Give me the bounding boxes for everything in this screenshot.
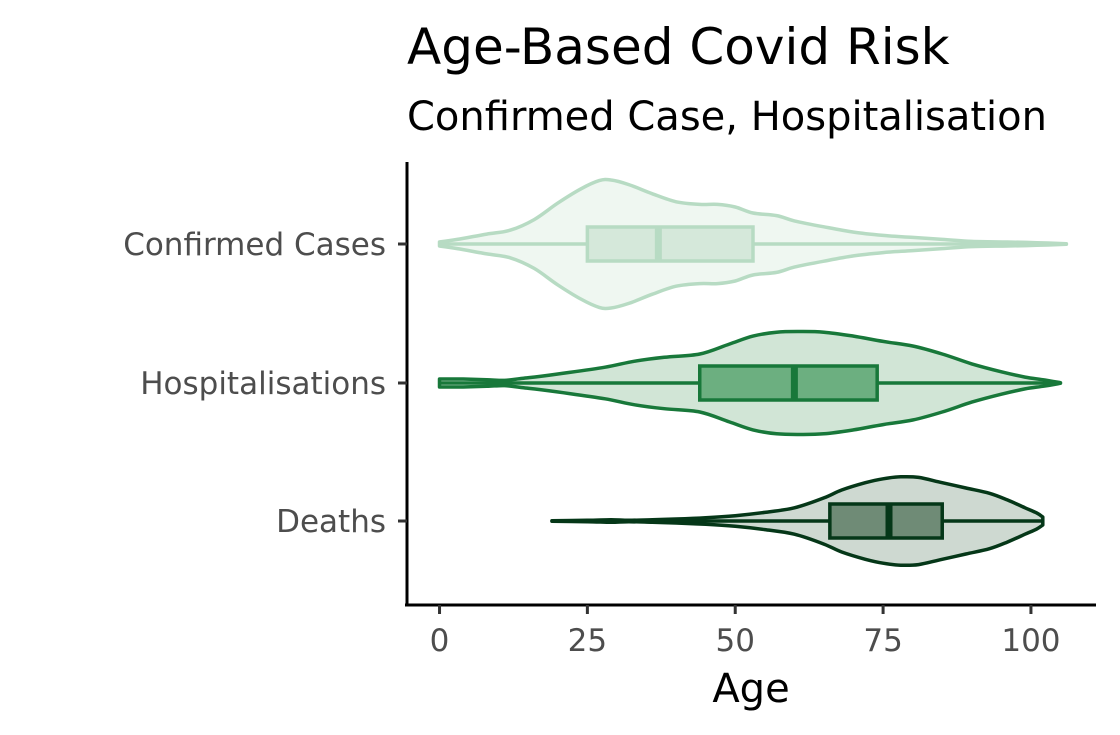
x-axis-ticks: 0 25 50 75 100 xyxy=(430,605,1061,659)
violin-group-hospitalisations xyxy=(437,329,1063,437)
x-tick-label-100: 100 xyxy=(1001,623,1060,659)
violin-layer xyxy=(437,177,1069,568)
y-tick-label-deaths: Deaths xyxy=(276,504,386,540)
y-tick-label-confirmed-cases: Confirmed Cases xyxy=(123,227,386,263)
x-axis-title: Age xyxy=(712,666,789,712)
violin-group-deaths xyxy=(550,474,1045,568)
x-tick-label-25: 25 xyxy=(568,623,607,659)
box-hospitalisations xyxy=(698,364,879,402)
y-axis-ticks: Confirmed Cases Hospitalisations Deaths xyxy=(123,227,407,540)
violin-group-confirmed-cases xyxy=(437,177,1069,311)
x-tick-label-75: 75 xyxy=(863,623,902,659)
x-tick-label-0: 0 xyxy=(430,623,450,659)
chart-title: Age-Based Covid Risk xyxy=(407,18,950,76)
chart-subtitle: Confirmed Case, Hospitalisation xyxy=(407,94,1047,140)
y-tick-label-hospitalisations: Hospitalisations xyxy=(140,366,386,402)
x-tick-label-50: 50 xyxy=(716,623,755,659)
box-confirmed-cases xyxy=(585,225,755,263)
